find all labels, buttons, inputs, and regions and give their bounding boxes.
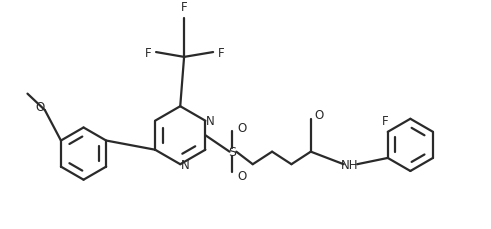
Text: NH: NH (341, 158, 358, 171)
Text: O: O (237, 121, 246, 134)
Text: F: F (181, 1, 188, 14)
Text: O: O (315, 109, 324, 122)
Text: F: F (382, 114, 388, 127)
Text: F: F (218, 46, 224, 59)
Text: N: N (181, 158, 190, 171)
Text: O: O (35, 100, 45, 113)
Text: F: F (145, 46, 151, 59)
Text: O: O (237, 170, 246, 183)
Text: S: S (228, 145, 237, 158)
Text: N: N (206, 115, 215, 128)
